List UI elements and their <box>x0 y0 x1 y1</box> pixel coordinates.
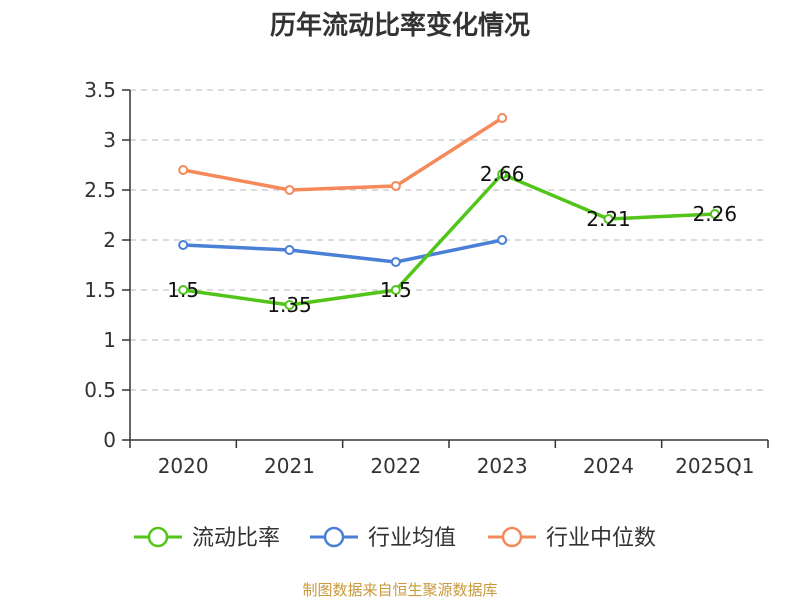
axes: 0 0.5 1 1.5 2 2.5 3 3.5 2020 2021 2022 2023 2024 2025… <box>84 78 769 478</box>
x-tick-label: 2022 <box>370 454 421 478</box>
y-tick-label: 3.5 <box>84 78 116 102</box>
y-tick-label: 3 <box>103 128 116 152</box>
x-tick-label: 2021 <box>264 454 315 478</box>
y-tick-label: 1.5 <box>84 278 116 302</box>
data-label: 1.5 <box>167 278 199 302</box>
legend-label: 流动比率 <box>192 526 280 551</box>
data-point <box>390 181 401 191</box>
data-point <box>497 169 508 179</box>
legend-marker <box>323 526 345 548</box>
data-label: 2.66 <box>480 162 525 186</box>
legend-marker <box>147 526 169 548</box>
data-point <box>284 300 295 310</box>
x-tick-label: 2025Q1 <box>675 454 754 478</box>
data-label: 2.21 <box>586 207 631 231</box>
x-tick-label: 2024 <box>583 454 634 478</box>
grid-lines <box>130 89 768 391</box>
legend-label: 行业中位数 <box>546 526 656 551</box>
x-tick-label: 2020 <box>158 454 209 478</box>
legend-label: 行业均值 <box>368 526 456 551</box>
data-label: 2.26 <box>693 202 738 226</box>
source-note: 制图数据来自恒生聚源数据库 <box>302 581 497 599</box>
data-point <box>497 235 508 245</box>
legend-item[interactable]: 流动比率 <box>134 526 280 551</box>
data-point <box>178 240 189 250</box>
data-point <box>390 257 401 267</box>
data-label: 1.5 <box>380 278 412 302</box>
data-point <box>709 209 720 219</box>
x-tick-label: 2023 <box>477 454 528 478</box>
y-tick-label: 2.5 <box>84 178 116 202</box>
data-point <box>178 285 189 295</box>
series-line-2 <box>181 238 504 264</box>
series-line-3 <box>181 116 504 192</box>
data-labels: 1.5 1.35 1.5 2.66 2.21 2.26 <box>167 162 737 317</box>
legend[interactable]: 流动比率 行业均值 行业中位数 <box>134 526 656 551</box>
data-point <box>497 113 508 123</box>
y-tick-label: 2 <box>103 228 116 252</box>
y-tick-label: 1 <box>103 328 116 352</box>
y-tick-label: 0.5 <box>84 378 116 402</box>
data-point <box>284 245 295 255</box>
legend-marker <box>501 526 523 548</box>
data-label: 1.35 <box>267 293 312 317</box>
y-tick-label: 0 <box>103 428 116 452</box>
chart-title: 历年流动比率变化情况 <box>270 10 530 41</box>
data-point <box>603 214 614 224</box>
legend-item[interactable]: 行业中位数 <box>488 526 656 551</box>
legend-item[interactable]: 行业均值 <box>310 526 456 551</box>
series-line-1 <box>181 172 717 307</box>
data-point <box>178 165 189 175</box>
series-lines <box>178 113 720 310</box>
data-point <box>284 185 295 195</box>
data-point <box>390 285 401 295</box>
